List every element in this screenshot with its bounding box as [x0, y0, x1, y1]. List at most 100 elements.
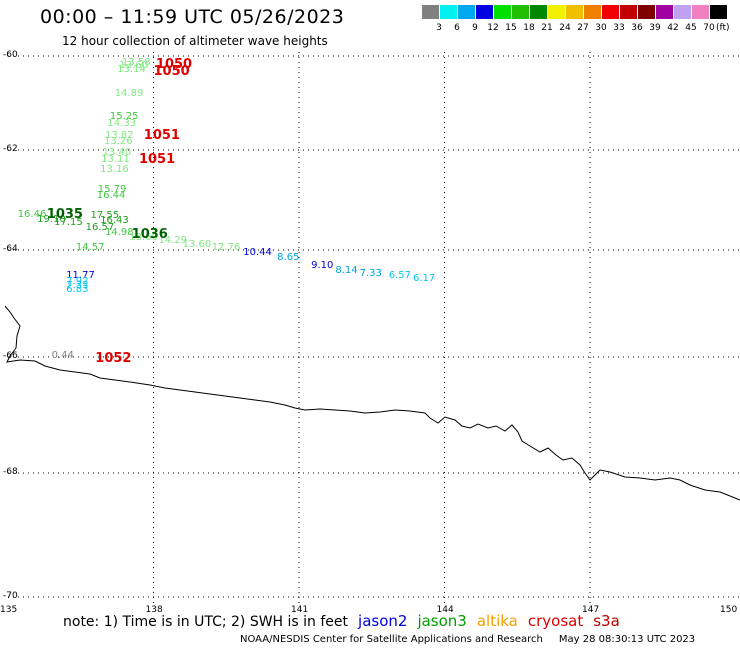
- map-subtitle: 12 hour collection of altimeter wave hei…: [62, 34, 328, 48]
- wave-height-label: 15.79: [97, 184, 127, 195]
- wave-height-label: 14.98: [105, 226, 134, 238]
- latitude-tick-label: -68: [3, 467, 18, 477]
- legend-label: 3: [436, 23, 442, 33]
- legend-swatch: [530, 5, 547, 19]
- legend-label: 42: [667, 23, 679, 33]
- legend-unit: (ft): [716, 23, 730, 33]
- note: note: 1) Time is in UTC; 2) SWH is in fe…: [63, 612, 620, 630]
- wave-height-label: 9.10: [311, 259, 334, 271]
- legend-label: 12: [487, 23, 499, 33]
- satellite-legend: jason2 jason3 altika cryosat s3a: [348, 612, 620, 630]
- legend-label: 15: [505, 23, 517, 33]
- legend-swatch: [422, 5, 439, 19]
- wave-height-label: 6.57: [388, 270, 411, 282]
- legend-swatch: [512, 5, 529, 19]
- credit-date: May 28 08:30:13 UTC 2023: [558, 634, 696, 645]
- legend-label: 21: [541, 23, 553, 33]
- pressure-label: 1036: [131, 226, 168, 242]
- longitude-tick-label: 135: [0, 605, 18, 615]
- wave-height-label: 14.89: [114, 87, 144, 99]
- legend-swatch: [620, 5, 637, 19]
- pressure-label: 1050: [153, 64, 190, 80]
- wave-height-label: 13.14: [117, 64, 146, 76]
- legend-label: 45: [685, 23, 697, 33]
- satellite-name: cryosat: [527, 612, 584, 630]
- wave-height-label: 17.55: [90, 210, 120, 221]
- longitude-tick-label: 147: [582, 605, 600, 615]
- wave-height-label: 6.83: [66, 283, 89, 295]
- wave-height-label: 19.10: [37, 214, 66, 225]
- wave-height-label: 14.57: [75, 241, 105, 253]
- wave-height-label: 12.76: [211, 241, 241, 253]
- legend-label: 30: [595, 23, 607, 33]
- legend-swatch: [566, 5, 583, 19]
- wave-height-label: 10.44: [243, 246, 272, 258]
- legend-label: 9: [472, 23, 478, 33]
- legend-label: 33: [613, 23, 625, 33]
- pressure-label: 1051: [143, 127, 180, 143]
- wave-height-label: 16.57: [85, 221, 115, 233]
- legend-swatch: [692, 5, 709, 19]
- wave-height-label: 13.16: [100, 164, 129, 175]
- legend-label: 36: [631, 23, 643, 33]
- graticule: [8, 52, 740, 605]
- wave-height-label: 8.65: [277, 251, 300, 263]
- wave-height-label: 13.58: [121, 57, 151, 69]
- wave-height-label: 16.44: [96, 190, 126, 201]
- longitude-tick-label: 138: [145, 605, 163, 615]
- wave-height-label: 11.77: [66, 270, 95, 282]
- latitude-tick-label: -70: [3, 591, 18, 601]
- legend-swatch: [638, 5, 655, 19]
- note-text: note: 1) Time is in UTC; 2) SWH is in fe…: [63, 614, 349, 630]
- wave-height-label: 6.17: [412, 273, 436, 285]
- wave-height-label: 7.92: [66, 275, 89, 287]
- legend-swatch: [440, 5, 457, 19]
- satellite-name: jason2: [358, 612, 408, 630]
- wave-height-label: 13.60: [129, 231, 158, 243]
- wave-height-label: 14.29: [158, 235, 187, 246]
- pressure-label: 1035: [46, 206, 83, 222]
- legend-swatch: [656, 5, 673, 19]
- longitude-tick-label: 150: [720, 605, 738, 615]
- legend-label: 27: [577, 23, 589, 33]
- pressure-label: 1051: [138, 151, 176, 167]
- pressure-label: 1050: [155, 57, 193, 73]
- wave-height-label: 13.40: [102, 146, 132, 158]
- wave-height-label: 14.33: [107, 118, 137, 130]
- latitude-tick-label: -60: [3, 50, 18, 60]
- legend-label: 70: [703, 23, 715, 33]
- wave-height-label: 17.15: [54, 216, 83, 228]
- wave-height-label: 13.26: [104, 135, 133, 147]
- legend-swatch: [494, 5, 511, 19]
- wave-height-label: 0.44: [51, 349, 74, 361]
- wave-height-label: 13.82: [105, 130, 134, 142]
- legend-swatch: [584, 5, 601, 19]
- legend-label: 6: [454, 23, 460, 33]
- legend-swatch: [674, 5, 691, 19]
- legend-swatch: [548, 5, 565, 19]
- map-title: 00:00 – 11:59 UTC 05/26/2023: [40, 6, 345, 28]
- longitude-tick-label: 141: [291, 605, 309, 615]
- satellite-name: jason3: [417, 612, 467, 630]
- pressure-label: 1052: [95, 350, 132, 366]
- longitude-tick-label: 144: [436, 605, 454, 615]
- wave-height-label: 16.43: [100, 215, 129, 226]
- legend-label: 24: [559, 23, 571, 33]
- latitude-tick-label: -66: [3, 351, 18, 361]
- latitude-tick-label: -64: [3, 244, 18, 254]
- latitude-tick-label: -62: [3, 144, 18, 154]
- wave-height-label: 13.60: [119, 59, 149, 71]
- antarctic-coastline: [4, 305, 740, 501]
- wave-height-label: 15.25: [109, 111, 139, 123]
- wave-height-label: 13.60: [182, 239, 212, 250]
- wave-height-label: 8.14: [335, 265, 358, 277]
- wave-height-label: 7.33: [359, 267, 382, 279]
- legend-label: 18: [523, 23, 535, 33]
- legend-swatch: [710, 5, 727, 19]
- wave-height-label: 7.33: [66, 280, 89, 292]
- satellite-name: altika: [476, 612, 518, 630]
- credit-line: NOAA/NESDIS Center for Satellite Applica…: [240, 634, 695, 645]
- credit-org: NOAA/NESDIS Center for Satellite Applica…: [240, 634, 543, 645]
- wave-height-label: 13.11: [101, 154, 130, 165]
